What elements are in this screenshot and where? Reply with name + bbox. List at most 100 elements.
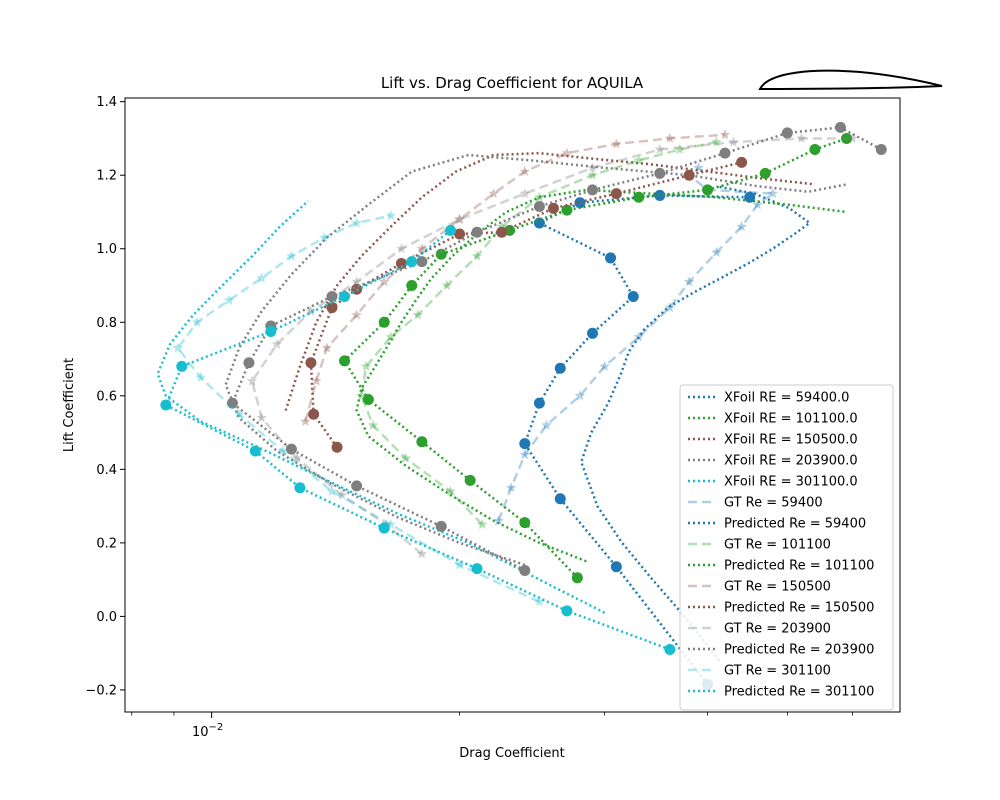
gt-point (385, 331, 396, 342)
predicted-point (519, 438, 531, 450)
legend-label: Predicted Re = 101100 (724, 559, 874, 574)
series-line-xfoil-re-150500-0 (284, 151, 816, 411)
predicted-point (265, 325, 277, 337)
predicted-point (627, 291, 639, 303)
gt-point (321, 342, 333, 353)
chart-title: Lift vs. Drag Coefficient for AQUILA (381, 74, 644, 92)
legend-item-predicted-re-301100: Predicted Re = 301100 (688, 685, 874, 700)
gt-point (367, 419, 379, 430)
legend-item-xfoil-re-101100-0: XFoil RE = 101100.0 (688, 412, 858, 427)
y-tick-label: 0.2 (96, 536, 117, 551)
gt-point (351, 309, 362, 320)
predicted-point (496, 226, 508, 238)
gt-point (441, 280, 453, 290)
series-line-predicted-re-101100 (342, 137, 848, 579)
gt-point (326, 485, 338, 496)
predicted-point (533, 200, 545, 212)
predicted-point (610, 561, 622, 573)
x-axis-label: Drag Coefficient (459, 746, 564, 761)
gt-point (493, 515, 504, 526)
predicted-point (294, 482, 306, 494)
legend-item-xfoil-re-150500-0: XFoil RE = 150500.0 (688, 433, 858, 448)
legend-label: Predicted Re = 203900 (724, 643, 874, 658)
gt-point (519, 166, 531, 176)
gt-point (796, 132, 807, 143)
predicted-point (305, 357, 317, 369)
gt-point (611, 138, 622, 149)
legend-label: XFoil RE = 150500.0 (724, 433, 858, 448)
gt-point (471, 250, 483, 261)
gt-point (752, 199, 763, 210)
y-tick-label: 0.8 (96, 316, 117, 331)
predicted-point (574, 197, 586, 209)
legend-label: XFoil RE = 101100.0 (724, 412, 858, 427)
predicted-point (633, 191, 645, 203)
predicted-point (362, 393, 374, 405)
predicted-point (547, 202, 559, 214)
gt-point (633, 155, 644, 165)
predicted-point (471, 226, 483, 238)
predicted-point (406, 256, 418, 268)
gt-point (693, 162, 704, 173)
gt-point (172, 342, 184, 353)
gt-point (654, 143, 666, 154)
series-line-xfoil-re-203900-0 (224, 153, 847, 567)
predicted-point (308, 408, 320, 420)
legend-label: XFoil RE = 59400.0 (724, 391, 849, 406)
gt-point (541, 419, 552, 430)
legend-item-xfoil-re-59400-0: XFoil RE = 59400.0 (688, 391, 849, 406)
gt-point (191, 316, 203, 327)
predicted-point (464, 474, 476, 486)
series-line-xfoil-re-59400-0 (579, 185, 812, 662)
gt-point (360, 360, 372, 371)
gt-point (233, 408, 245, 419)
series-gt-re-203900 (246, 132, 858, 559)
legend-item-gt-re-203900: GT Re = 203900 (688, 622, 831, 637)
gt-point (300, 416, 311, 426)
predicted-point (326, 302, 338, 314)
predicted-point (683, 169, 695, 181)
predicted-point (809, 143, 821, 155)
legend-item-predicted-re-203900: Predicted Re = 203900 (688, 643, 874, 658)
legend-label: GT Re = 59400 (724, 496, 823, 511)
series-xfoil-re-150500-0 (284, 151, 816, 411)
predicted-point (339, 291, 351, 303)
predicted-point (285, 443, 297, 455)
gt-point (719, 129, 731, 140)
series-line-gt-re-203900 (250, 137, 853, 555)
predicted-point (243, 357, 255, 369)
legend-frame (679, 384, 894, 711)
predicted-point (378, 522, 390, 534)
predicted-point (326, 291, 338, 303)
gt-point (711, 246, 722, 257)
series-xfoil-re-203900-0 (224, 153, 847, 567)
gt-point (587, 169, 598, 180)
predicted-point (875, 143, 887, 155)
series-line-xfoil-re-301100-0 (156, 200, 606, 614)
series-xfoil-re-301100-0 (156, 200, 606, 614)
legend-item-gt-re-59400: GT Re = 59400 (688, 496, 823, 511)
predicted-point (416, 256, 428, 268)
gt-point (454, 559, 465, 570)
predicted-point (533, 217, 545, 229)
gt-point (728, 136, 739, 147)
gt-point (534, 596, 545, 607)
gt-point (711, 136, 722, 147)
predicted-point (610, 188, 622, 200)
plot-area-frame (124, 97, 901, 713)
gt-point (277, 445, 288, 456)
series-layer (156, 121, 887, 690)
predicted-point (160, 399, 172, 411)
gt-point (385, 210, 396, 221)
gt-point (336, 489, 348, 500)
gt-point (519, 188, 531, 199)
predicted-point (395, 257, 407, 269)
predicted-point (331, 441, 343, 453)
legend-item-gt-re-150500: GT Re = 150500 (688, 580, 831, 595)
y-tick-label: 0.4 (96, 463, 117, 478)
legend-label: Predicted Re = 150500 (724, 601, 874, 616)
predicted-point (654, 167, 666, 179)
legend-item-xfoil-re-301100-0: XFoil RE = 301100.0 (688, 475, 858, 490)
predicted-point (519, 517, 531, 529)
